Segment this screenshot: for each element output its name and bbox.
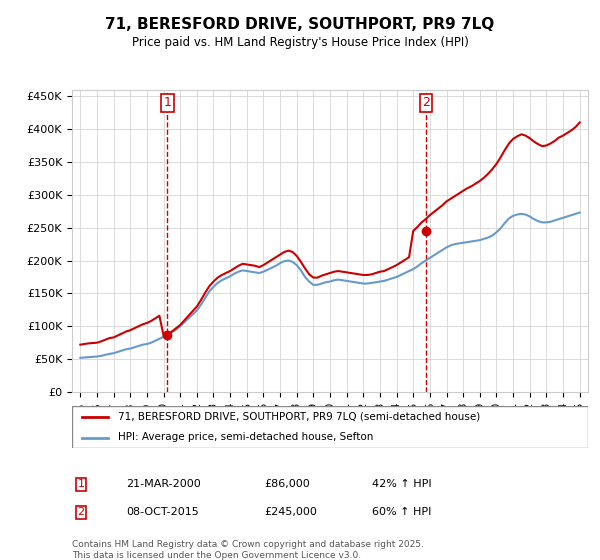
Text: Contains HM Land Registry data © Crown copyright and database right 2025.
This d: Contains HM Land Registry data © Crown c…: [72, 540, 424, 560]
Text: 71, BERESFORD DRIVE, SOUTHPORT, PR9 7LQ: 71, BERESFORD DRIVE, SOUTHPORT, PR9 7LQ: [106, 17, 494, 32]
Text: 2: 2: [77, 507, 85, 517]
Text: 21-MAR-2000: 21-MAR-2000: [126, 479, 201, 489]
Text: 60% ↑ HPI: 60% ↑ HPI: [372, 507, 431, 517]
Text: 42% ↑ HPI: 42% ↑ HPI: [372, 479, 431, 489]
Text: HPI: Average price, semi-detached house, Sefton: HPI: Average price, semi-detached house,…: [118, 432, 374, 442]
Text: 1: 1: [77, 479, 85, 489]
Text: Price paid vs. HM Land Registry's House Price Index (HPI): Price paid vs. HM Land Registry's House …: [131, 36, 469, 49]
Text: £245,000: £245,000: [264, 507, 317, 517]
Text: £86,000: £86,000: [264, 479, 310, 489]
Text: 71, BERESFORD DRIVE, SOUTHPORT, PR9 7LQ (semi-detached house): 71, BERESFORD DRIVE, SOUTHPORT, PR9 7LQ …: [118, 412, 481, 422]
Text: 1: 1: [163, 96, 171, 109]
FancyBboxPatch shape: [72, 406, 588, 448]
Text: 2: 2: [422, 96, 430, 109]
Text: 08-OCT-2015: 08-OCT-2015: [126, 507, 199, 517]
